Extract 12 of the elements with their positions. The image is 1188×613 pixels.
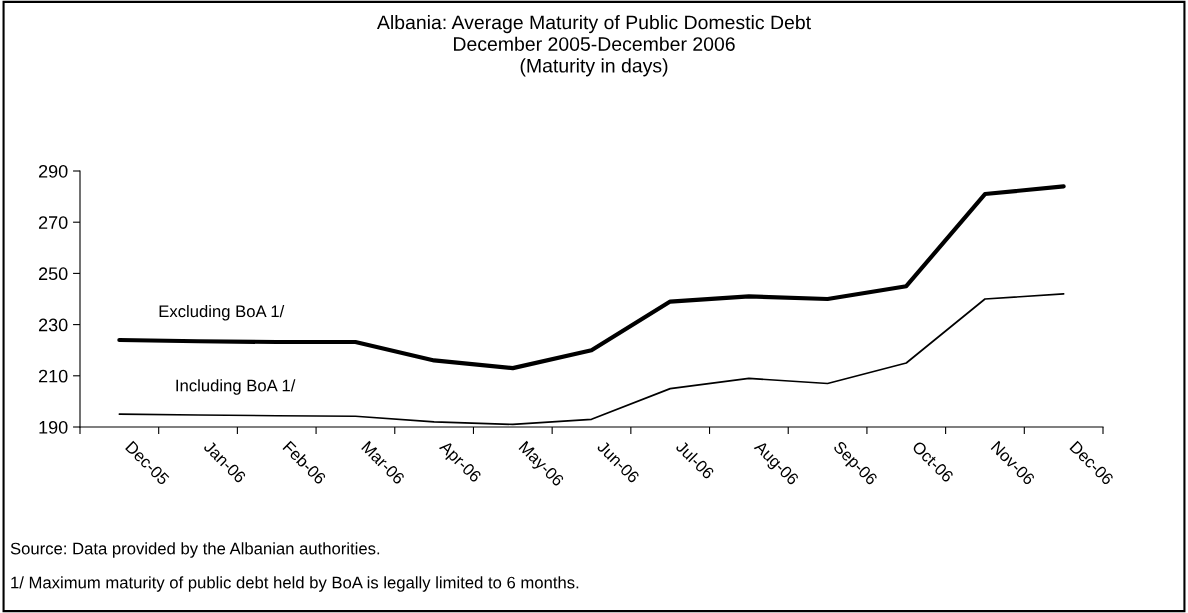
series-label: Including BoA 1/ <box>176 379 296 395</box>
series-label: Excluding BoA 1/ <box>159 304 285 321</box>
chart-title: Albania: Average Maturity of Public Domestic Debt December 2005-December 2006 (Maturity in days) <box>376 15 811 77</box>
y-tick-label: 230 <box>38 318 68 332</box>
source-note: Source: Data provided by the Albanian authorities. <box>10 542 380 558</box>
y-tick-label: 250 <box>38 267 68 281</box>
line-series <box>117 184 1066 371</box>
text: 1/ Maximum maturity of public debt held by BoA is legally limited to 6 months. <box>11 576 579 592</box>
y-tick-label: 290 <box>38 164 68 178</box>
y-tick-label: 210 <box>38 369 68 383</box>
y-tick-label: 270 <box>38 216 68 229</box>
y-tick-label: 190 <box>39 420 68 434</box>
